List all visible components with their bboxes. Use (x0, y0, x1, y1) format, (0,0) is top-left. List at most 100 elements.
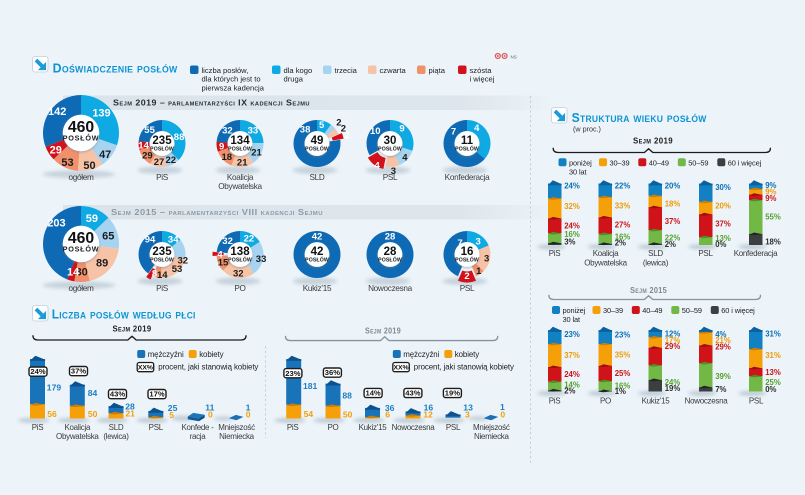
svg-text:60 i więcej: 60 i więcej (721, 306, 755, 315)
svg-text:0%: 0% (715, 240, 726, 249)
svg-text:39%: 39% (715, 372, 731, 381)
svg-text:POSŁÓW: POSŁÓW (63, 133, 100, 142)
svg-text:poniżej: poniżej (563, 306, 586, 315)
svg-text:21: 21 (251, 147, 262, 158)
svg-text:Sejm 2015: Sejm 2015 (630, 285, 667, 295)
svg-text:65: 65 (102, 231, 114, 243)
svg-text:460: 460 (68, 119, 95, 136)
svg-text:18: 18 (222, 152, 233, 163)
svg-text:28: 28 (385, 231, 396, 242)
svg-text:14: 14 (138, 141, 149, 152)
svg-text:4: 4 (474, 123, 480, 134)
svg-text:134: 134 (230, 135, 250, 147)
svg-text:60 i więcej: 60 i więcej (728, 159, 762, 168)
svg-text:3: 3 (391, 166, 396, 177)
svg-text:25%: 25% (765, 378, 781, 387)
svg-text:27%: 27% (615, 220, 631, 229)
svg-text:PSL: PSL (446, 423, 461, 432)
svg-text:1: 1 (500, 402, 505, 412)
svg-text:25: 25 (168, 403, 178, 413)
svg-text:Mniejszość: Mniejszość (473, 423, 510, 432)
svg-text:1: 1 (246, 403, 251, 413)
svg-text:2%: 2% (564, 387, 575, 396)
svg-text:21: 21 (237, 157, 248, 168)
svg-text:Mniejszość: Mniejszość (218, 423, 255, 432)
svg-text:142: 142 (48, 106, 66, 118)
svg-text:Obywatelska: Obywatelska (584, 258, 627, 267)
svg-text:1: 1 (476, 266, 482, 277)
svg-text:84: 84 (88, 388, 98, 398)
svg-text:31%: 31% (765, 329, 781, 338)
svg-text:235: 235 (152, 246, 172, 258)
svg-text:30: 30 (76, 267, 88, 279)
svg-text:9%: 9% (765, 188, 776, 197)
svg-text:Kukiz’15: Kukiz’15 (359, 423, 388, 432)
svg-text:43%: 43% (405, 389, 420, 398)
svg-text:Niemiecka: Niemiecka (474, 432, 509, 441)
svg-text:2%: 2% (665, 240, 676, 249)
svg-text:23%: 23% (615, 330, 631, 339)
svg-text:(lewica): (lewica) (643, 258, 669, 267)
svg-text:poniżej: poniżej (569, 159, 592, 168)
svg-text:(lewica): (lewica) (103, 432, 129, 441)
svg-text:dla których jest to: dla których jest to (202, 75, 261, 84)
svg-text:Koalicja: Koalicja (227, 173, 254, 182)
svg-text:Koalicja: Koalicja (64, 423, 90, 432)
svg-text:4: 4 (402, 152, 408, 163)
svg-text:22: 22 (166, 155, 177, 166)
svg-text:20%: 20% (715, 201, 731, 210)
svg-text:28: 28 (384, 246, 397, 258)
svg-text:25%: 25% (615, 369, 631, 378)
svg-text:Sejm 2019: Sejm 2019 (365, 326, 401, 336)
svg-text:9: 9 (399, 124, 404, 135)
svg-text:55: 55 (144, 125, 155, 136)
svg-text:PiS: PiS (549, 249, 561, 258)
svg-text:29: 29 (50, 144, 62, 156)
svg-text:Sejm 2019: Sejm 2019 (113, 324, 152, 334)
svg-text:37%: 37% (715, 219, 731, 228)
svg-text:29%: 29% (665, 342, 681, 351)
svg-text:6: 6 (385, 410, 390, 420)
svg-text:mężczyźni: mężczyźni (148, 350, 184, 359)
svg-text:16%: 16% (564, 230, 580, 239)
svg-text:27: 27 (154, 157, 165, 168)
svg-text:16%: 16% (615, 382, 631, 391)
svg-text:liczba posłów,: liczba posłów, (202, 66, 249, 75)
svg-text:32: 32 (178, 256, 189, 267)
svg-text:50: 50 (83, 160, 95, 172)
svg-text:29%: 29% (715, 342, 731, 351)
svg-text:POSŁÓW: POSŁÓW (305, 144, 329, 152)
svg-text:12%: 12% (665, 329, 681, 338)
svg-text:34: 34 (168, 235, 179, 246)
svg-text:37%: 37% (71, 367, 86, 376)
svg-text:5: 5 (319, 120, 325, 131)
svg-text:(w proc.): (w proc.) (573, 125, 601, 134)
svg-text:8: 8 (152, 268, 157, 279)
svg-text:203: 203 (47, 218, 65, 230)
svg-text:17%: 17% (149, 390, 164, 399)
svg-text:PSL: PSL (460, 284, 475, 293)
svg-text:22%: 22% (615, 182, 631, 191)
svg-text:88: 88 (342, 390, 352, 400)
svg-text:druga: druga (284, 75, 304, 84)
svg-text:dla kogo: dla kogo (284, 66, 313, 75)
svg-text:24%: 24% (564, 182, 580, 191)
svg-text:POSŁÓW: POSŁÓW (378, 144, 402, 152)
svg-text:30 lat: 30 lat (569, 167, 587, 176)
svg-text:55%: 55% (765, 213, 781, 222)
svg-text:POSŁÓW: POSŁÓW (228, 255, 252, 263)
svg-text:9%: 9% (765, 181, 776, 190)
svg-text:30–39: 30–39 (603, 306, 623, 315)
svg-text:2%: 2% (615, 239, 626, 248)
svg-text:42: 42 (311, 246, 324, 258)
svg-text:32%: 32% (564, 202, 580, 211)
svg-text:24%: 24% (30, 367, 45, 376)
svg-text:14: 14 (157, 270, 168, 281)
svg-text:32: 32 (222, 125, 233, 136)
svg-text:24%: 24% (564, 370, 580, 379)
svg-text:33: 33 (248, 126, 259, 137)
svg-text:5: 5 (169, 410, 174, 420)
svg-text:POSŁÓW: POSŁÓW (150, 144, 174, 152)
svg-text:POSŁÓW: POSŁÓW (378, 255, 402, 263)
svg-text:40–49: 40–49 (642, 306, 662, 315)
